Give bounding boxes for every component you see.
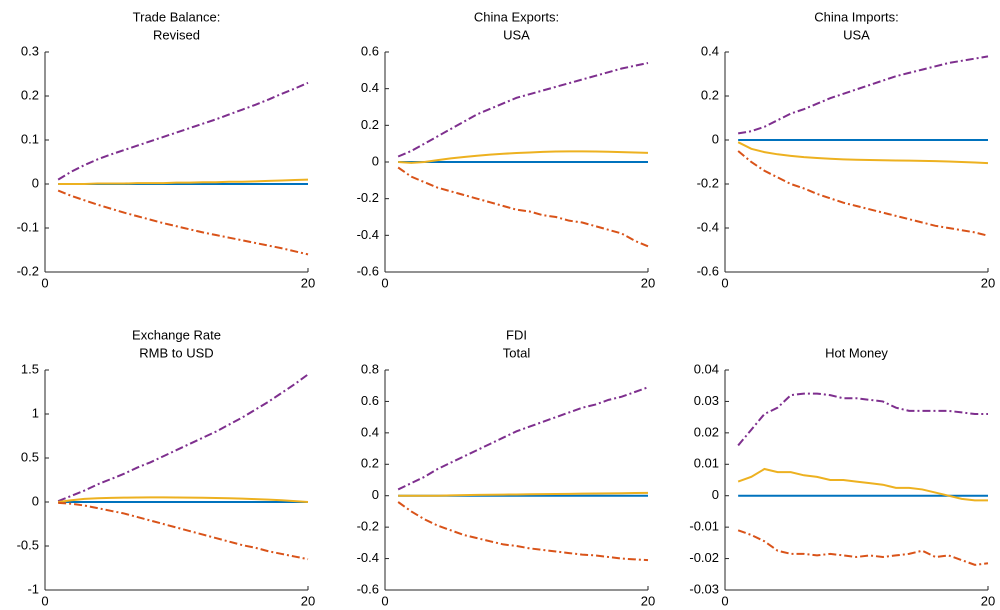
series-line xyxy=(737,467,988,502)
y-tick-label: 0.03 xyxy=(694,393,719,408)
y-tick-label: 0.4 xyxy=(361,80,379,95)
x-tick-label: 20 xyxy=(301,275,315,290)
y-tick-label: 0.4 xyxy=(361,424,379,439)
subplot-title: Hot Money xyxy=(825,345,888,360)
y-tick-label: 0 xyxy=(712,131,719,146)
series-line xyxy=(398,491,649,497)
y-tick-label: -0.03 xyxy=(689,581,719,596)
series-line xyxy=(737,392,988,447)
y-tick-label: 0 xyxy=(372,153,379,168)
y-tick-label: -0.1 xyxy=(17,219,39,234)
y-tick-label: 0 xyxy=(32,493,39,508)
series-line xyxy=(398,150,649,164)
x-tick-label: 20 xyxy=(301,593,315,608)
y-tick-label: 0.1 xyxy=(21,131,39,146)
y-tick-label: -0.6 xyxy=(357,581,379,596)
x-tick-label: 0 xyxy=(381,593,388,608)
y-tick-label: 0.2 xyxy=(701,87,719,102)
series-line xyxy=(58,501,309,561)
y-tick-label: 1.5 xyxy=(21,361,39,376)
y-tick-label: 0.2 xyxy=(361,117,379,132)
series-line xyxy=(737,150,989,237)
y-tick-label: 0.2 xyxy=(21,87,39,102)
y-tick-label: 0.02 xyxy=(694,424,719,439)
y-tick-label: -0.4 xyxy=(697,219,719,234)
series-line xyxy=(737,55,989,135)
y-tick-label: 0.6 xyxy=(361,43,379,58)
y-tick-label: 0.6 xyxy=(361,393,379,408)
y-tick-label: 0.4 xyxy=(701,43,719,58)
x-tick-label: 20 xyxy=(641,593,655,608)
series-line xyxy=(397,166,649,248)
series-line xyxy=(57,373,309,503)
x-tick-label: 0 xyxy=(41,275,48,290)
subplot-title: Exchange Rate xyxy=(132,327,221,342)
y-tick-label: 0 xyxy=(32,175,39,190)
y-tick-label: -0.2 xyxy=(357,519,379,534)
y-tick-label: 1 xyxy=(32,405,39,420)
y-tick-label: 0.3 xyxy=(21,43,39,58)
series-line xyxy=(57,81,309,181)
y-tick-label: 0.04 xyxy=(694,361,719,376)
subplot-title: Revised xyxy=(153,27,200,42)
series-line xyxy=(737,529,989,566)
y-tick-label: -0.2 xyxy=(17,263,39,278)
subplot-title: USA xyxy=(503,27,530,42)
y-tick-label: -0.2 xyxy=(357,190,379,205)
y-tick-label: 0.5 xyxy=(21,449,39,464)
series-line xyxy=(397,501,649,562)
subplot-title: Total xyxy=(503,345,531,360)
x-tick-label: 0 xyxy=(41,593,48,608)
subplot-title: FDI xyxy=(506,327,527,342)
x-tick-label: 0 xyxy=(381,275,388,290)
y-tick-label: 0.8 xyxy=(361,361,379,376)
y-tick-label: 0 xyxy=(712,487,719,502)
series-line xyxy=(397,62,649,158)
y-tick-label: -0.4 xyxy=(357,550,379,565)
y-tick-label: -0.6 xyxy=(357,263,379,278)
subplot-title: Trade Balance: xyxy=(133,9,221,24)
series-line xyxy=(737,141,989,165)
x-tick-label: 20 xyxy=(981,593,995,608)
series-line xyxy=(57,189,309,256)
subplot-title: China Imports: xyxy=(814,9,899,24)
x-tick-label: 20 xyxy=(981,275,995,290)
series-line xyxy=(58,496,309,503)
x-tick-label: 0 xyxy=(721,275,728,290)
y-tick-label: 0.01 xyxy=(694,456,719,471)
subplot-title: USA xyxy=(843,27,870,42)
x-tick-label: 20 xyxy=(641,275,655,290)
series-line xyxy=(58,178,309,185)
y-tick-label: -0.2 xyxy=(697,175,719,190)
y-tick-label: 0.2 xyxy=(361,456,379,471)
y-tick-label: -0.6 xyxy=(697,263,719,278)
series-line xyxy=(397,386,649,491)
subplot-title: RMB to USD xyxy=(139,345,213,360)
x-tick-label: 0 xyxy=(721,593,728,608)
y-tick-label: -1 xyxy=(27,581,39,596)
y-tick-label: -0.01 xyxy=(689,519,719,534)
subplot-title: China Exports: xyxy=(474,9,559,24)
y-tick-label: -0.5 xyxy=(17,537,39,552)
y-tick-label: 0 xyxy=(372,487,379,502)
y-tick-label: -0.02 xyxy=(689,550,719,565)
y-tick-label: -0.4 xyxy=(357,227,379,242)
